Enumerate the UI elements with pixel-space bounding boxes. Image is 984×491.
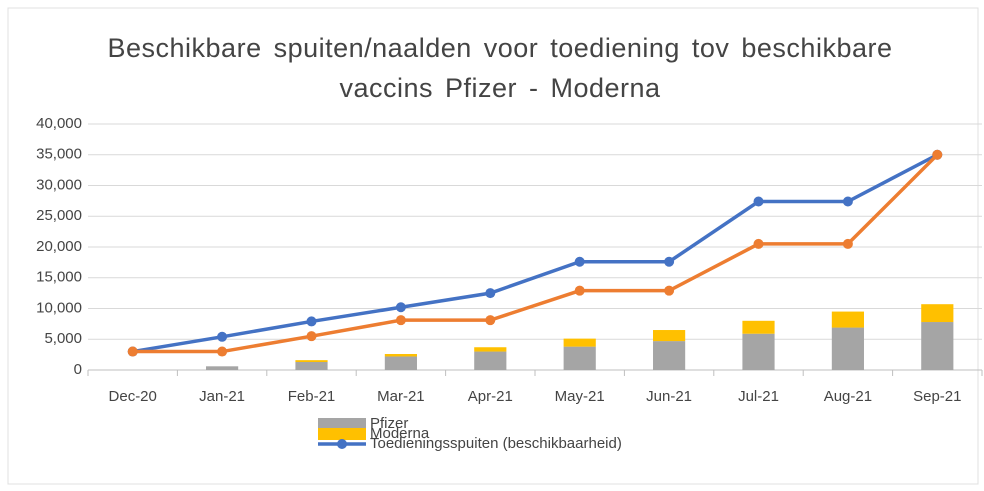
x-tick-label: Dec-20 <box>109 388 157 405</box>
line <box>132 153 939 354</box>
line-marker <box>395 315 406 326</box>
line-marker <box>664 285 675 296</box>
legend-swatch <box>318 418 366 430</box>
line-marker <box>753 196 764 207</box>
bar <box>384 356 417 370</box>
legend-label: Toedieningsspuiten (beschikbaarheid) <box>370 435 622 452</box>
bar <box>474 347 507 352</box>
x-tick-label: Feb-21 <box>288 388 336 405</box>
line-marker <box>574 285 585 296</box>
bar <box>474 351 507 370</box>
line <box>132 153 939 354</box>
x-tick-label: Jun-21 <box>646 388 692 405</box>
line-marker <box>842 196 853 207</box>
line-marker <box>485 315 496 326</box>
bar <box>831 311 864 328</box>
bar <box>295 360 328 363</box>
bar <box>206 366 239 370</box>
legend-label: Pfizer <box>370 415 408 432</box>
bar <box>563 338 596 347</box>
x-tick-label: May-21 <box>555 388 605 405</box>
x-tick-label: Sep-21 <box>913 388 961 405</box>
y-tick-label: 40,000 <box>36 115 82 132</box>
line-marker <box>127 346 138 357</box>
y-tick-label: 10,000 <box>36 299 82 316</box>
line-marker <box>395 302 406 313</box>
y-tick-label: 30,000 <box>36 176 82 193</box>
line-marker <box>485 288 496 299</box>
bar <box>831 327 864 370</box>
line-marker <box>306 331 317 342</box>
bar <box>921 322 954 370</box>
x-tick-label: Apr-21 <box>468 388 513 405</box>
legend-swatch <box>318 428 366 440</box>
bar <box>563 346 596 370</box>
x-tick-label: Mar-21 <box>377 388 425 405</box>
line-marker <box>306 316 317 327</box>
y-tick-label: 20,000 <box>36 238 82 255</box>
line-marker <box>753 238 764 249</box>
x-tick-label: Aug-21 <box>824 388 872 405</box>
x-tick-label: Jul-21 <box>738 388 779 405</box>
y-tick-label: 35,000 <box>36 146 82 163</box>
bar <box>295 362 328 370</box>
line-marker <box>574 256 585 267</box>
bar <box>742 320 775 334</box>
bar <box>653 330 686 342</box>
legend-label: Moderna <box>370 425 430 442</box>
y-tick-label: 15,000 <box>36 269 82 286</box>
line-marker <box>932 149 943 160</box>
y-tick-label: 5,000 <box>44 330 82 347</box>
bar <box>653 341 686 370</box>
line-marker <box>217 346 228 357</box>
y-tick-label: 0 <box>74 361 82 378</box>
legend-swatch <box>337 439 347 449</box>
chart-title: Beschikbare spuiten/naalden voor toedien… <box>107 33 893 103</box>
bar <box>921 304 954 323</box>
y-tick-label: 25,000 <box>36 207 82 224</box>
line-marker <box>217 331 228 342</box>
bar <box>742 333 775 370</box>
line-marker <box>664 256 675 267</box>
chart-border <box>7 7 979 485</box>
line-marker <box>842 238 853 249</box>
bar <box>384 354 417 357</box>
x-tick-label: Jan-21 <box>199 388 245 405</box>
